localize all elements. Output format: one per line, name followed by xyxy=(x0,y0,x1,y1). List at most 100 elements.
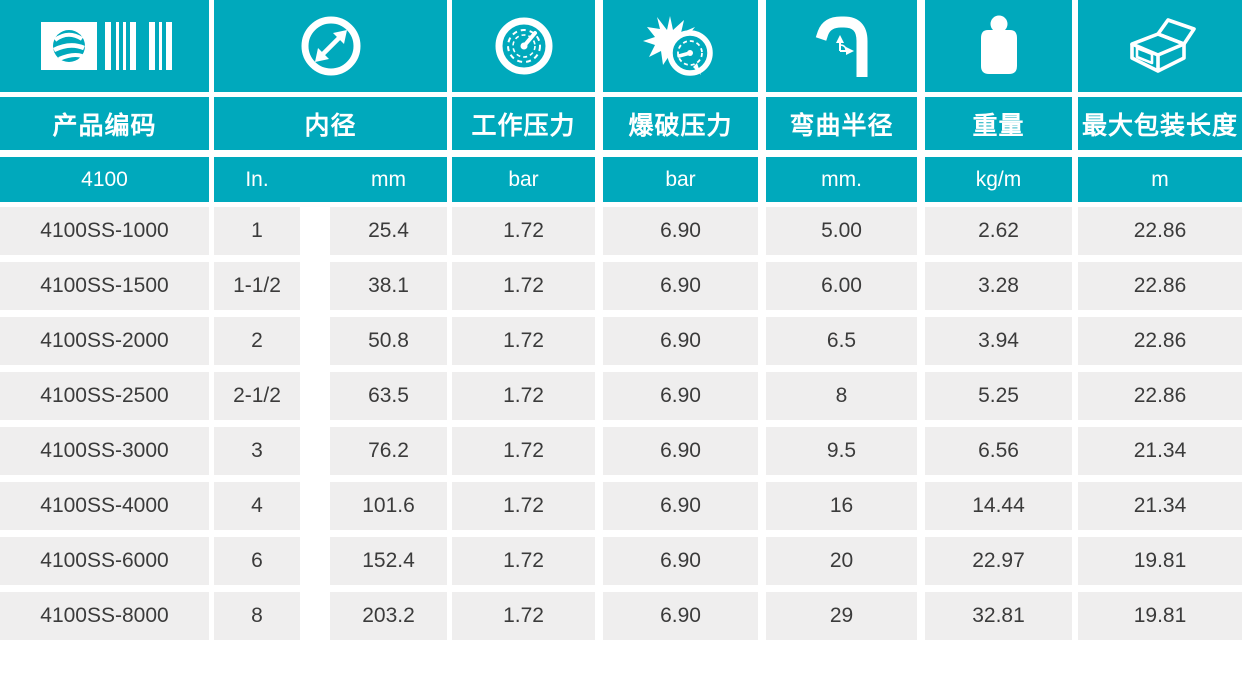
cell-max-length: 22.86 xyxy=(1078,262,1242,310)
cell-id-mm: 50.8 xyxy=(330,317,447,365)
header-inner-diameter: 内径 xyxy=(214,97,447,150)
cell-burst-pressure: 6.90 xyxy=(603,262,758,310)
cell-burst-pressure: 6.90 xyxy=(603,207,758,255)
icon-cell-burst-pressure xyxy=(603,0,758,92)
cell-id-inches: 1-1/2 xyxy=(214,262,300,310)
cell-bend-radius: 5.00 xyxy=(766,207,917,255)
cell-product-code: 4100SS-2500 xyxy=(0,372,209,420)
unit-working-pressure: bar xyxy=(452,157,595,202)
header-max-length: 最大包装长度 xyxy=(1078,97,1242,150)
cell-weight: 3.28 xyxy=(925,262,1072,310)
header-weight: 重量 xyxy=(925,97,1072,150)
cell-work-pressure: 1.72 xyxy=(452,482,595,530)
cell-id-inches: 1 xyxy=(214,207,300,255)
cell-max-length: 21.34 xyxy=(1078,427,1242,475)
cell-id-inches: 2-1/2 xyxy=(214,372,300,420)
cell-work-pressure: 1.72 xyxy=(452,262,595,310)
header-product-code: 产品编码 xyxy=(0,97,209,150)
table-row: 4100SS-3000 3 76.2 1.72 6.90 9.5 6.56 21… xyxy=(0,427,1242,475)
cell-max-length: 19.81 xyxy=(1078,592,1242,640)
cell-burst-pressure: 6.90 xyxy=(603,372,758,420)
table-body: 4100SS-1000 1 25.4 1.72 6.90 5.00 2.62 2… xyxy=(0,207,1242,640)
cell-max-length: 22.86 xyxy=(1078,207,1242,255)
header-working-pressure: 工作压力 xyxy=(452,97,595,150)
cell-max-length: 22.86 xyxy=(1078,317,1242,365)
table-row: 4100SS-1500 1-1/2 38.1 1.72 6.90 6.00 3.… xyxy=(0,262,1242,310)
unit-max-length: m xyxy=(1078,157,1242,202)
cell-id-mm: 63.5 xyxy=(330,372,447,420)
unit-product-series: 4100 xyxy=(0,157,209,202)
cell-weight: 2.62 xyxy=(925,207,1072,255)
unit-inches: In. xyxy=(245,167,269,191)
table-row: 4100SS-2000 2 50.8 1.72 6.90 6.5 3.94 22… xyxy=(0,317,1242,365)
cell-burst-pressure: 6.90 xyxy=(603,317,758,365)
cell-id-inches: 3 xyxy=(214,427,300,475)
table-row: 4100SS-1000 1 25.4 1.72 6.90 5.00 2.62 2… xyxy=(0,207,1242,255)
unit-burst-pressure: bar xyxy=(603,157,758,202)
cell-id-inches: 4 xyxy=(214,482,300,530)
icon-cell-max-length xyxy=(1078,0,1242,92)
cell-id-mm: 152.4 xyxy=(330,537,447,585)
cell-bend-radius: 8 xyxy=(766,372,917,420)
weight-icon xyxy=(980,15,1017,74)
icon-cell-working-pressure xyxy=(452,0,595,92)
icon-header-row xyxy=(0,0,1242,92)
cell-weight: 22.97 xyxy=(925,537,1072,585)
cell-id-inches: 6 xyxy=(214,537,300,585)
header-bend-radius: 弯曲半径 xyxy=(766,97,917,150)
unit-weight: kg/m xyxy=(925,157,1072,202)
cell-burst-pressure: 6.90 xyxy=(603,592,758,640)
cell-product-code: 4100SS-1500 xyxy=(0,262,209,310)
unit-inner-diameter: In. mm xyxy=(214,157,447,202)
cell-bend-radius: 9.5 xyxy=(766,427,917,475)
cell-work-pressure: 1.72 xyxy=(452,317,595,365)
icon-cell-product-code xyxy=(0,0,209,92)
cell-bend-radius: 16 xyxy=(766,482,917,530)
cell-id-inches: 2 xyxy=(214,317,300,365)
cell-id-mm: 25.4 xyxy=(330,207,447,255)
table-row: 4100SS-2500 2-1/2 63.5 1.72 6.90 8 5.25 … xyxy=(0,372,1242,420)
cell-weight: 6.56 xyxy=(925,427,1072,475)
label-header-row: 产品编码 内径 工作压力 爆破压力 弯曲半径 重量 最大包装长度 xyxy=(0,97,1242,150)
cell-product-code: 4100SS-3000 xyxy=(0,427,209,475)
cell-max-length: 19.81 xyxy=(1078,537,1242,585)
cell-id-mm: 203.2 xyxy=(330,592,447,640)
cell-product-code: 4100SS-1000 xyxy=(0,207,209,255)
package-box-icon xyxy=(1130,18,1196,73)
unit-row: 4100 In. mm bar bar mm. kg/m m xyxy=(0,157,1242,202)
cell-max-length: 21.34 xyxy=(1078,482,1242,530)
table-row: 4100SS-4000 4 101.6 1.72 6.90 16 14.44 2… xyxy=(0,482,1242,530)
cell-work-pressure: 1.72 xyxy=(452,207,595,255)
cell-work-pressure: 1.72 xyxy=(452,592,595,640)
cell-work-pressure: 1.72 xyxy=(452,372,595,420)
cell-product-code: 4100SS-6000 xyxy=(0,537,209,585)
pressure-gauge-icon xyxy=(495,17,552,75)
cell-burst-pressure: 6.90 xyxy=(603,427,758,475)
cell-product-code: 4100SS-8000 xyxy=(0,592,209,640)
icon-cell-weight xyxy=(925,0,1072,92)
cell-work-pressure: 1.72 xyxy=(452,537,595,585)
product-spec-table: 产品编码 内径 工作压力 爆破压力 弯曲半径 重量 最大包装长度 4100 In… xyxy=(0,0,1242,640)
table-row: 4100SS-8000 8 203.2 1.72 6.90 29 32.81 1… xyxy=(0,592,1242,640)
cell-id-mm: 76.2 xyxy=(330,427,447,475)
cell-weight: 32.81 xyxy=(925,592,1072,640)
cell-id-mm: 101.6 xyxy=(330,482,447,530)
barcode-globe-icon xyxy=(40,22,172,70)
diameter-icon xyxy=(301,16,360,76)
cell-bend-radius: 29 xyxy=(766,592,917,640)
unit-bend-radius: mm. xyxy=(766,157,917,202)
cell-weight: 3.94 xyxy=(925,317,1072,365)
cell-weight: 14.44 xyxy=(925,482,1072,530)
header-burst-pressure: 爆破压力 xyxy=(603,97,758,150)
cell-id-mm: 38.1 xyxy=(330,262,447,310)
cell-weight: 5.25 xyxy=(925,372,1072,420)
cell-product-code: 4100SS-4000 xyxy=(0,482,209,530)
cell-bend-radius: 20 xyxy=(766,537,917,585)
cell-bend-radius: 6.00 xyxy=(766,262,917,310)
cell-product-code: 4100SS-2000 xyxy=(0,317,209,365)
cell-id-inches: 8 xyxy=(214,592,300,640)
burst-gauge-icon xyxy=(642,16,713,76)
cell-burst-pressure: 6.90 xyxy=(603,482,758,530)
icon-cell-inner-diameter xyxy=(214,0,447,92)
cell-work-pressure: 1.72 xyxy=(452,427,595,475)
